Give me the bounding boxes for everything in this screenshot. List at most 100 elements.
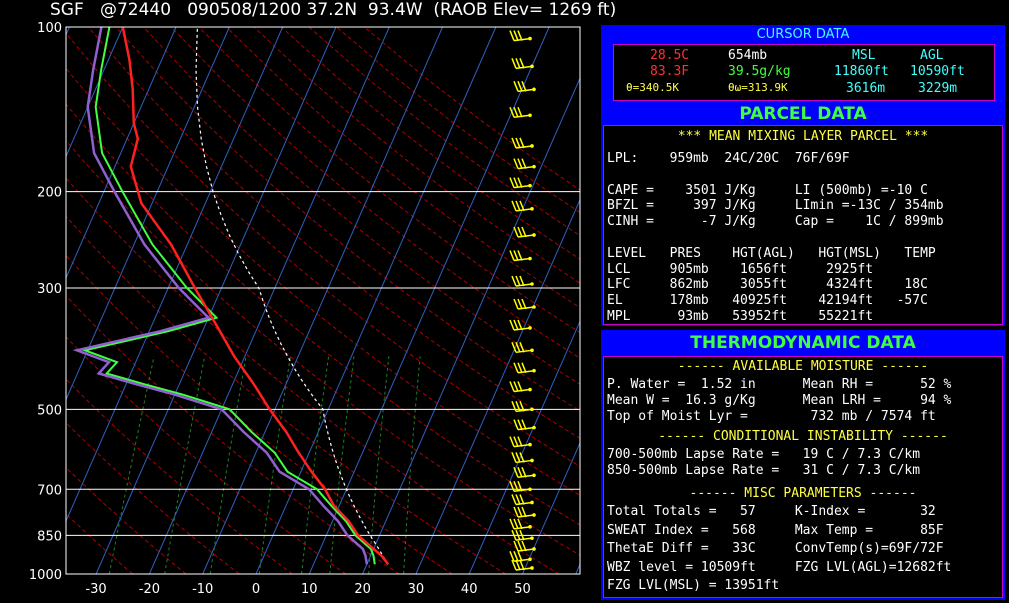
temperature-tick-label: -30 — [85, 582, 106, 597]
cursor-theta: θ=340.5K — [626, 81, 679, 94]
skewt-diagram[interactable]: 100 200 300 500 700 850 1000 -30 -20 -10 0 10 20 30 40… — [0, 0, 590, 603]
wind-barb-flag — [511, 452, 517, 463]
wind-barb-flag — [517, 30, 523, 41]
wind-barb-flag — [511, 58, 517, 69]
isotherm — [308, 27, 550, 574]
isotherm — [0, 27, 16, 574]
wind-barb-flag — [513, 106, 519, 118]
wind-barb-flag — [509, 551, 515, 562]
cursor-pressure: 654mb — [728, 48, 768, 63]
wind-barb-flag — [515, 529, 521, 541]
isotherm — [255, 27, 497, 574]
wind-barb-flag — [517, 250, 523, 261]
wind-barb-flag — [513, 177, 519, 188]
wind-barb-flag — [517, 362, 523, 374]
cursor-temp-f: 83.3F — [650, 64, 690, 79]
wind-barb-flag — [511, 342, 517, 353]
wind-barb-flag — [513, 381, 519, 392]
wind-barb-flag — [513, 480, 519, 492]
parcel-line: EL 178mb 40925ft 42194ft -57C — [607, 293, 928, 309]
wind-barb-station — [532, 513, 536, 517]
wind-barb-flag — [513, 362, 519, 374]
wind-barb-station — [532, 164, 536, 169]
moist-line: Top of Moist Lyr = 732 mb / 7574 ft — [607, 409, 936, 424]
cursor-msl-label: MSL — [852, 48, 876, 63]
mixing-ratio-line — [209, 356, 247, 574]
pressure-tick-label: 700 — [37, 483, 62, 498]
moisture-heading: ------ AVAILABLE MOISTURE ------ — [677, 359, 929, 374]
wind-barb-flag — [519, 494, 525, 505]
wind-barb-flag — [519, 200, 525, 212]
wind-barb-flag — [517, 419, 523, 430]
wind-barb-station — [530, 64, 534, 69]
wind-barb-station — [530, 282, 534, 286]
parcel-line: LPL: 959mb 24C/20C 76F/69F — [607, 151, 850, 166]
isotherm — [202, 27, 444, 574]
dewpoint-trace — [72, 27, 369, 565]
dry-adiabat — [308, 27, 580, 237]
wind-barb-station — [528, 387, 532, 392]
wind-barb-flag — [509, 381, 515, 392]
wind-barb-flag — [517, 518, 523, 530]
wind-barb-flag — [511, 200, 517, 212]
wind-barb-flag — [513, 419, 519, 430]
wind-barb-flag — [519, 401, 525, 412]
pressure-tick-label: 200 — [37, 186, 62, 201]
wind-barb-station — [532, 368, 536, 373]
dry-adiabat — [336, 27, 580, 214]
wind-barb-flag — [515, 494, 521, 505]
dry-adiabat — [66, 254, 453, 574]
misc-line: FZG LVL(MSL) = 13951ft — [607, 578, 780, 593]
wind-barb-flag — [521, 226, 527, 238]
wind-barb-station — [530, 458, 534, 463]
pressure-tick-label: 500 — [37, 403, 62, 418]
wind-barb-flag — [517, 177, 523, 188]
wind-barb-flag — [509, 319, 515, 331]
parcel-line: BFZL = 397 J/Kg LImin =-13C / 354mb — [607, 198, 944, 214]
isotherm — [66, 27, 124, 158]
wind-barb-flag — [513, 467, 519, 478]
wind-barb-flag — [517, 467, 523, 478]
wind-barb-flag — [521, 158, 527, 169]
wind-barb-flag — [517, 226, 523, 238]
wind-barb-flag — [513, 518, 519, 530]
wind-barb-flag — [511, 401, 517, 412]
wind-barb-station — [530, 144, 534, 148]
wind-barb-flag — [509, 518, 515, 530]
wind-barb-station — [528, 442, 532, 447]
cursor-data-panel: CURSOR DATA 28.5C 654mb MSL AGL 83.3F 39… — [601, 25, 1005, 103]
dry-adiabat — [170, 27, 580, 359]
temperature-tick-label: 50 — [514, 582, 531, 597]
wind-barb-flag — [513, 506, 519, 518]
cursor-theta-w: θω=313.9K — [728, 81, 788, 94]
wind-barb-flag — [519, 58, 525, 69]
cursor-agl-m: 3229m — [918, 81, 958, 96]
wind-barb-flag — [509, 250, 515, 261]
thermo-data-panel: THERMODYNAMIC DATA ------ AVAILABLE MOIS… — [601, 330, 1005, 600]
wind-barb-flag — [513, 30, 519, 41]
wind-barb-flag — [521, 298, 527, 310]
moist-line: P. Water = 1.52 in Mean RH = 52 % — [607, 377, 952, 392]
wind-barb-station — [532, 233, 536, 237]
wind-barb-flag — [515, 275, 521, 287]
wind-barb-flag — [521, 81, 527, 92]
cursor-msl-m: 3616m — [846, 81, 886, 96]
wind-barb-flag — [519, 275, 525, 287]
mixing-ratio-line — [368, 356, 390, 574]
cursor-agl-ft: 10590ft — [910, 64, 965, 79]
wind-barb-flag — [519, 529, 525, 541]
wind-barb-flag — [509, 177, 515, 188]
wind-barb-station — [530, 407, 534, 412]
temperature-tick-label: 40 — [461, 582, 478, 597]
misc-heading: ------ MISC PARAMETERS ------ — [689, 486, 917, 501]
dry-adiabat — [115, 27, 580, 412]
parcel-line: LEVEL PRES HGT(AGL) HGT(MSL) TEMP — [607, 245, 936, 261]
pressure-tick-label: 300 — [37, 282, 62, 297]
inst-line: 850-500mb Lapse Rate = 31 C / 7.3 C/km — [607, 463, 921, 478]
wind-barb-station — [530, 566, 534, 570]
dry-adiabat — [253, 27, 580, 284]
wind-barb-flag — [519, 452, 525, 463]
dry-adiabat — [66, 466, 187, 574]
wind-barb-flag — [521, 467, 527, 478]
wind-barb-flag — [515, 200, 521, 212]
